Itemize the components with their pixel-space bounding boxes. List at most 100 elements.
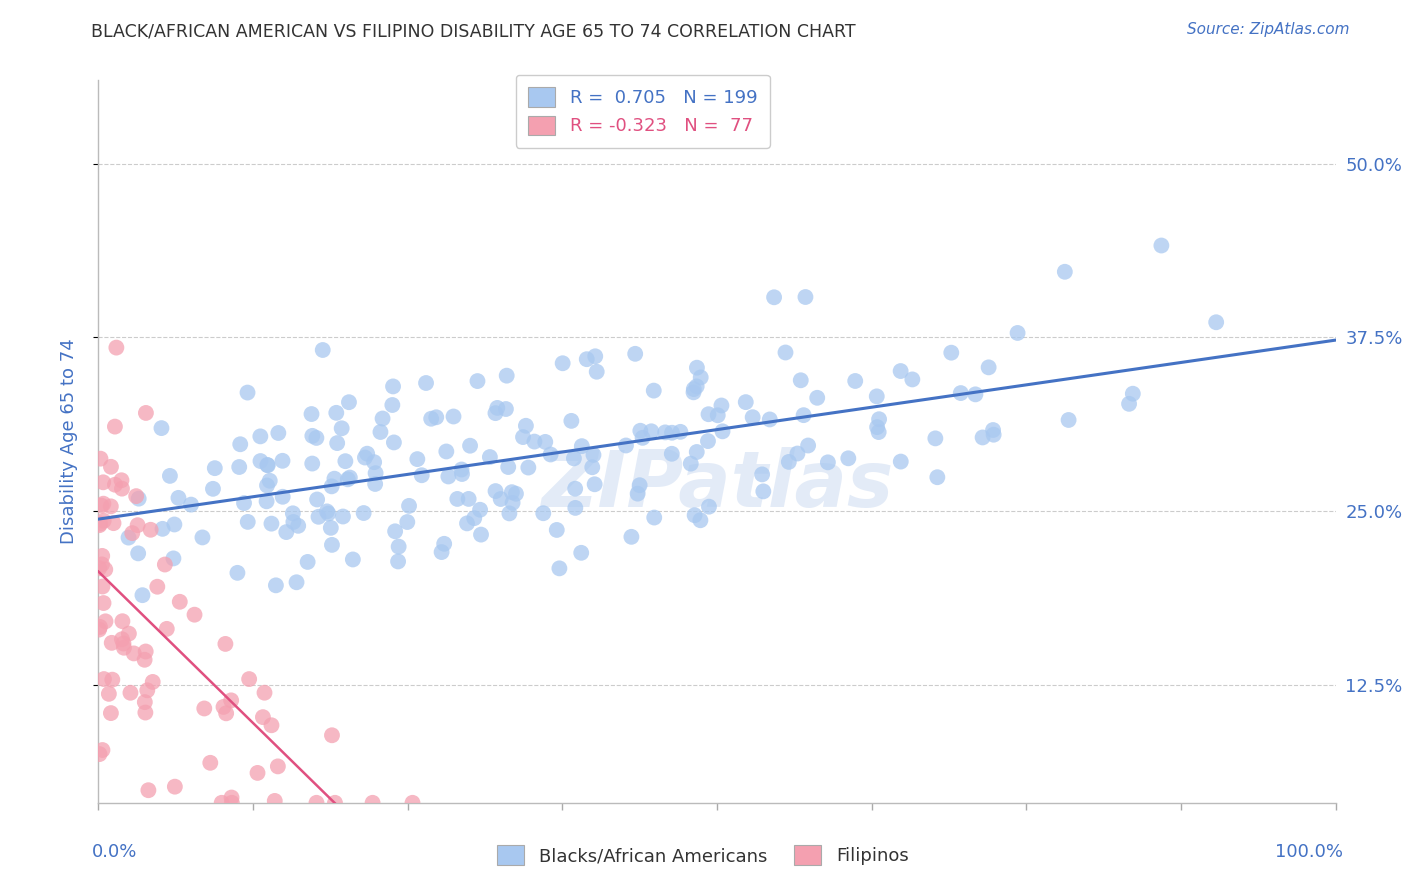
Y-axis label: Disability Age 65 to 74: Disability Age 65 to 74: [59, 339, 77, 544]
Point: [624, 347, 647, 361]
Point: [443, 409, 465, 424]
Point: [806, 391, 828, 405]
Point: [263, 794, 285, 808]
Point: [319, 521, 342, 535]
Point: [711, 425, 734, 439]
Point: [136, 683, 159, 698]
Point: [134, 653, 156, 667]
Point: [661, 425, 683, 440]
Point: [450, 462, 472, 476]
Point: [741, 410, 763, 425]
Point: [89, 561, 111, 575]
Point: [162, 551, 184, 566]
Point: [381, 398, 404, 412]
Point: [540, 448, 562, 462]
Point: [458, 439, 481, 453]
Point: [790, 373, 813, 387]
Point: [135, 644, 157, 658]
Point: [763, 290, 786, 304]
Point: [654, 425, 676, 440]
Point: [734, 395, 756, 409]
Point: [163, 780, 186, 794]
Point: [1118, 397, 1140, 411]
Text: ZIPatlas: ZIPatlas: [541, 447, 893, 523]
Point: [515, 418, 537, 433]
Point: [470, 527, 492, 541]
Point: [977, 360, 1000, 375]
Point: [353, 506, 375, 520]
Point: [321, 479, 343, 493]
Point: [325, 406, 347, 420]
Point: [305, 796, 328, 810]
Point: [112, 636, 135, 650]
Point: [868, 412, 890, 426]
Point: [495, 368, 517, 383]
Point: [388, 540, 411, 554]
Point: [484, 406, 506, 420]
Point: [94, 615, 117, 629]
Point: [1205, 315, 1227, 329]
Point: [583, 349, 606, 363]
Point: [866, 389, 889, 403]
Point: [204, 461, 226, 475]
Point: [585, 365, 607, 379]
Point: [628, 478, 651, 492]
Point: [229, 437, 252, 451]
Point: [260, 718, 283, 732]
Point: [710, 399, 733, 413]
Point: [214, 637, 236, 651]
Point: [111, 614, 134, 628]
Point: [817, 455, 839, 469]
Point: [91, 549, 114, 563]
Point: [837, 451, 859, 466]
Point: [446, 491, 468, 506]
Point: [697, 407, 720, 421]
Point: [430, 545, 453, 559]
Point: [253, 686, 276, 700]
Point: [260, 516, 283, 531]
Point: [382, 379, 405, 393]
Point: [134, 706, 156, 720]
Point: [683, 508, 706, 523]
Point: [285, 575, 308, 590]
Point: [339, 470, 361, 484]
Point: [104, 477, 127, 491]
Point: [793, 408, 815, 422]
Point: [371, 411, 394, 425]
Point: [1122, 386, 1144, 401]
Point: [924, 431, 946, 445]
Point: [112, 640, 135, 655]
Point: [775, 345, 797, 359]
Point: [169, 595, 191, 609]
Point: [437, 469, 460, 483]
Point: [682, 382, 704, 396]
Point: [534, 434, 557, 449]
Point: [751, 467, 773, 482]
Point: [128, 491, 150, 506]
Point: [496, 460, 519, 475]
Point: [127, 518, 149, 533]
Point: [264, 578, 287, 592]
Point: [797, 438, 820, 452]
Point: [1150, 238, 1173, 252]
Point: [679, 457, 702, 471]
Point: [434, 444, 457, 458]
Point: [890, 454, 912, 468]
Point: [467, 374, 489, 388]
Point: [238, 672, 260, 686]
Point: [457, 491, 479, 506]
Point: [965, 387, 987, 401]
Point: [323, 796, 346, 810]
Point: [901, 372, 924, 386]
Point: [287, 518, 309, 533]
Point: [531, 506, 554, 520]
Point: [468, 502, 491, 516]
Point: [582, 448, 605, 462]
Point: [89, 516, 111, 531]
Point: [794, 290, 817, 304]
Point: [484, 484, 506, 499]
Point: [93, 672, 115, 686]
Point: [361, 796, 384, 810]
Point: [308, 509, 330, 524]
Point: [433, 537, 456, 551]
